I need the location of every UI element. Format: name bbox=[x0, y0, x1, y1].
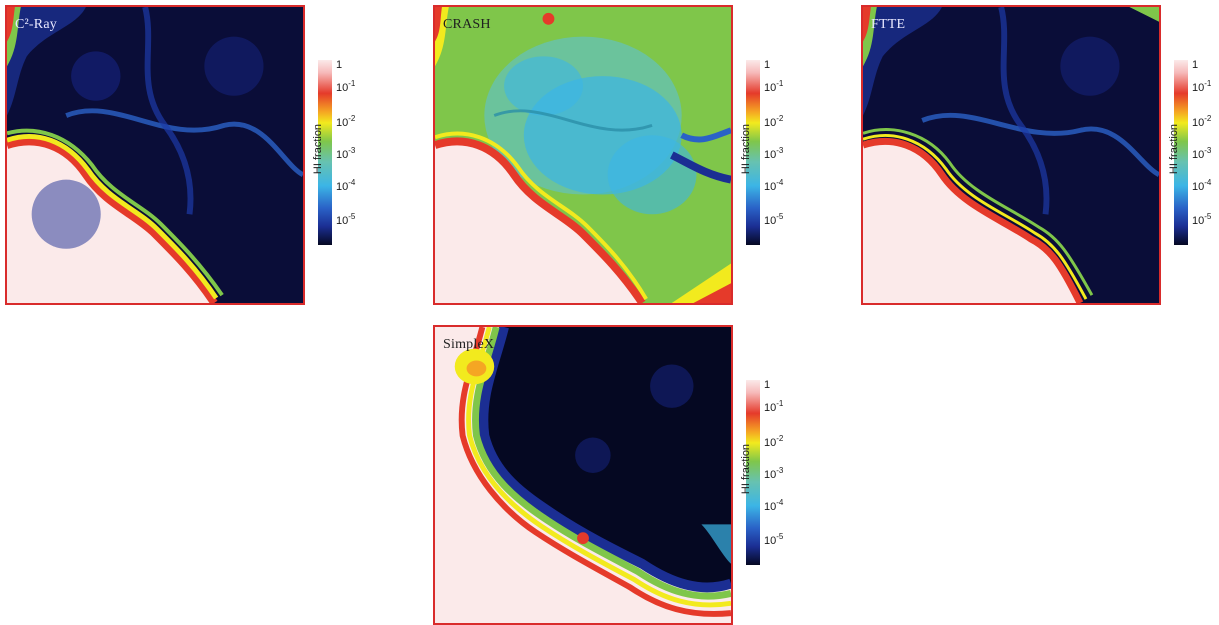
colorbar-tick: 10-1 bbox=[336, 79, 356, 94]
panel-label: FTTE bbox=[871, 17, 906, 32]
colorbar-axis-label: HI fraction bbox=[1168, 123, 1180, 175]
colorbar-tick: 10-5 bbox=[764, 212, 784, 227]
colorbar-tick: 10-1 bbox=[764, 79, 784, 94]
colorbar-tick: 10-4 bbox=[764, 178, 784, 193]
panel-label: CRASH bbox=[443, 17, 491, 32]
map-image-ftte bbox=[863, 7, 1159, 303]
colorbar-tick: 1 bbox=[764, 59, 771, 71]
panel-c2ray: C²-Ray bbox=[5, 5, 305, 305]
panel-ftte: FTTE bbox=[861, 5, 1161, 305]
colorbar-tick: 10-3 bbox=[336, 146, 356, 161]
colorbar-tick: 1 bbox=[1192, 59, 1199, 71]
colorbar-tick: 10-5 bbox=[764, 532, 784, 547]
colorbar-axis-label: HI fraction bbox=[312, 123, 324, 175]
colorbar-tick: 10-2 bbox=[336, 114, 356, 129]
colorbar-tick: 10-3 bbox=[1192, 146, 1212, 161]
colorbar-ftte: HI fraction 1 10-1 10-2 10-3 10-4 10-5 bbox=[1166, 55, 1219, 255]
colorbar-tick: 10-5 bbox=[1192, 212, 1212, 227]
colorbar-tick: 10-4 bbox=[764, 498, 784, 513]
colorbar-tick: 1 bbox=[336, 59, 343, 71]
colorbar-tick: 1 bbox=[764, 379, 771, 391]
map-image-crash bbox=[435, 7, 731, 303]
map-image-simplex bbox=[435, 327, 731, 623]
colorbar-tick: 10-3 bbox=[764, 466, 784, 481]
colorbar-tick: 10-4 bbox=[1192, 178, 1212, 193]
colorbar-tick: 10-3 bbox=[764, 146, 784, 161]
hi-fraction-map-simplex bbox=[433, 325, 733, 625]
colorbar-gradient bbox=[318, 60, 332, 245]
panel-crash: CRASH bbox=[433, 5, 733, 305]
colorbar-tick: 10-5 bbox=[336, 212, 356, 227]
colorbar-tick: 10-2 bbox=[764, 114, 784, 129]
hi-fraction-map-crash bbox=[433, 5, 733, 305]
colorbar-tick: 10-4 bbox=[336, 178, 356, 193]
panel-simplex: SimpleX bbox=[433, 325, 733, 625]
colorbar-axis-label: HI fraction bbox=[740, 123, 752, 175]
colorbar-tick: 10-1 bbox=[764, 399, 784, 414]
colorbar-c2ray: HI fraction 1 10-1 10-2 10-3 10-4 10-5 bbox=[310, 55, 370, 255]
colorbar-axis-label: HI fraction bbox=[740, 443, 752, 495]
colorbar-simplex: HI fraction 1 10-1 10-2 10-3 10-4 10-5 bbox=[738, 375, 798, 575]
colorbar-tick: 10-1 bbox=[1192, 79, 1212, 94]
colorbar-tick: 10-2 bbox=[1192, 114, 1212, 129]
panel-label: SimpleX bbox=[443, 337, 495, 352]
map-image-c2ray bbox=[7, 7, 303, 303]
panel-label: C²-Ray bbox=[15, 17, 57, 32]
colorbar-tick: 10-2 bbox=[764, 434, 784, 449]
colorbar-gradient bbox=[746, 380, 760, 565]
colorbar-gradient bbox=[746, 60, 760, 245]
colorbar-crash: HI fraction 1 10-1 10-2 10-3 10-4 10-5 bbox=[738, 55, 798, 255]
hi-fraction-map-ftte bbox=[861, 5, 1161, 305]
colorbar-gradient bbox=[1174, 60, 1188, 245]
hi-fraction-map-c2ray bbox=[5, 5, 305, 305]
